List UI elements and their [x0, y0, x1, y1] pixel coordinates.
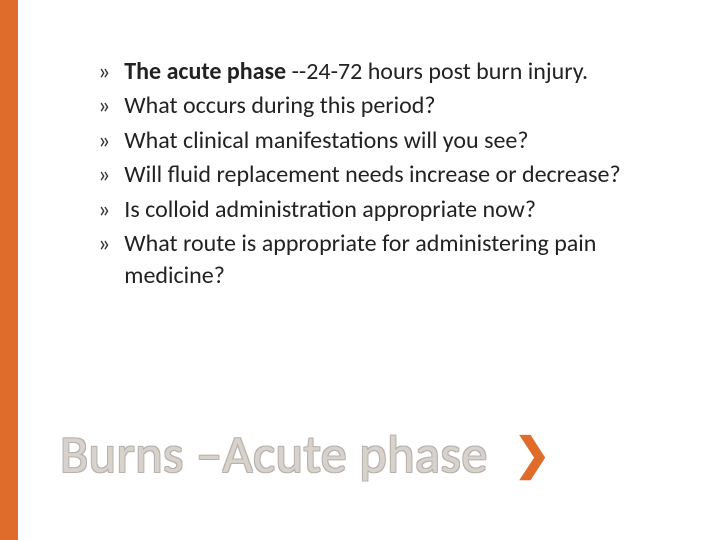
bullet-glyph-icon: »	[98, 125, 110, 157]
list-item-rest: Is colloid administration appropriate no…	[124, 195, 536, 224]
list-item-text: What route is appropriate for administer…	[124, 228, 678, 293]
list-item-text: What clinical manifestations will you se…	[124, 125, 528, 157]
bullet-glyph-icon: »	[98, 56, 110, 88]
bullet-glyph-icon: »	[98, 228, 110, 260]
list-item-text: Will fluid replacement needs increase or…	[124, 159, 620, 191]
chevron-right-icon: ❯	[514, 432, 551, 476]
list-item-rest: What route is appropriate for administer…	[124, 229, 596, 290]
list-item: » The acute phase --24-72 hours post bur…	[98, 56, 678, 88]
list-item: » What occurs during this period?	[98, 90, 678, 122]
bullet-glyph-icon: »	[98, 159, 110, 191]
slide-title-row: Burns –Acute phase ❯	[60, 422, 700, 486]
bullet-glyph-icon: »	[98, 194, 110, 226]
list-item-text: Is colloid administration appropriate no…	[124, 194, 536, 226]
bullet-list: » The acute phase --24-72 hours post bur…	[98, 56, 678, 295]
list-item: » What clinical manifestations will you …	[98, 125, 678, 157]
list-item: » Is colloid administration appropriate …	[98, 194, 678, 226]
list-item-rest: What clinical manifestations will you se…	[124, 126, 528, 155]
bullet-glyph-icon: »	[98, 90, 110, 122]
list-item: » What route is appropriate for administ…	[98, 228, 678, 293]
list-item-rest: --24-72 hours post burn injury.	[292, 57, 589, 86]
list-item-text: What occurs during this period?	[124, 90, 435, 122]
list-item-rest: Will fluid replacement needs increase or…	[124, 160, 620, 189]
list-item-bold: The acute phase	[124, 57, 291, 86]
list-item: » Will fluid replacement needs increase …	[98, 159, 678, 191]
slide-title: Burns –Acute phase	[60, 422, 488, 486]
list-item-text: The acute phase --24-72 hours post burn …	[124, 56, 588, 88]
accent-sidebar	[0, 0, 18, 540]
list-item-rest: What occurs during this period?	[124, 91, 435, 120]
